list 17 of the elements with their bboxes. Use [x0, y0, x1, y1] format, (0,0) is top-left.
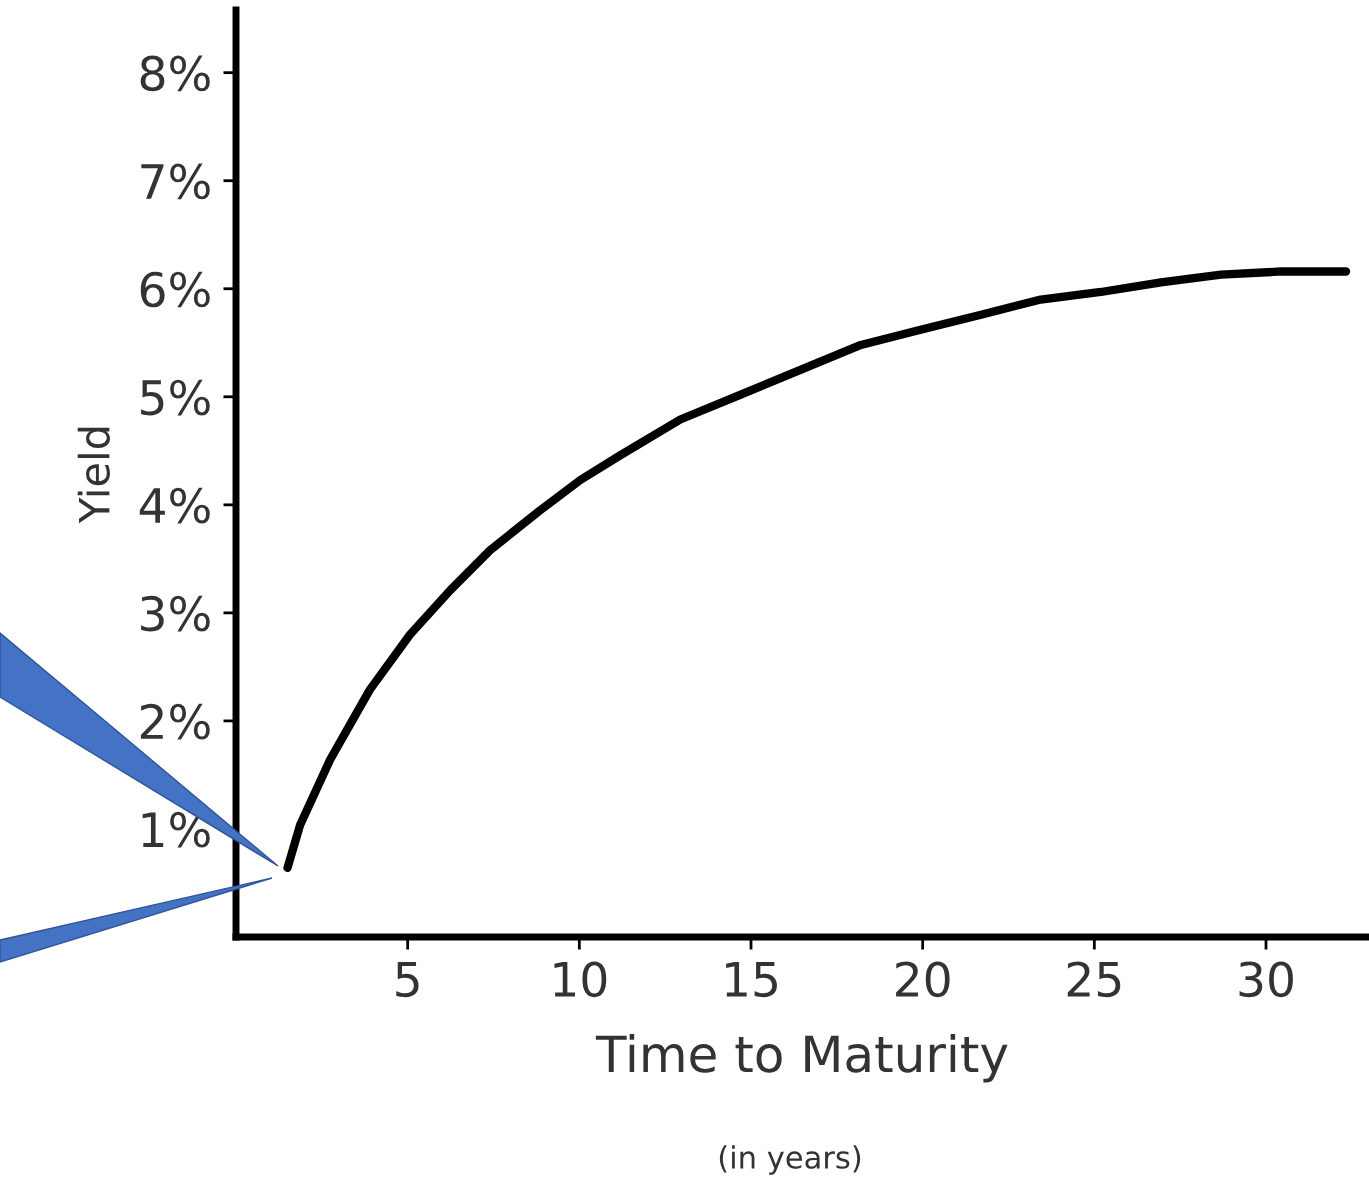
y-tick-label: 8%	[140, 55, 210, 92]
x-axis-title: Time to Maturity	[595, 1034, 1008, 1083]
y-tick-label: 7%	[141, 163, 210, 200]
y-tick-label: 1%	[142, 811, 210, 848]
x-tick-label: 20	[896, 961, 950, 998]
x-tick-label: 25	[1067, 961, 1121, 998]
y-tick-label: 6%	[140, 271, 210, 308]
y-axis-title: Yield	[77, 427, 110, 524]
text: (in years)	[719, 1145, 861, 1175]
y-tick-label: 3%	[141, 595, 210, 632]
x-tick-label: 10	[554, 961, 607, 998]
y-tick-label: 4%	[139, 487, 210, 524]
y-tick-label: 5%	[141, 379, 210, 416]
x-tick-label: 15	[726, 962, 777, 998]
y-tick-label: 2%	[140, 703, 210, 740]
x-tick-label: 30	[1239, 961, 1293, 998]
x-tick-label: 5	[396, 962, 419, 998]
